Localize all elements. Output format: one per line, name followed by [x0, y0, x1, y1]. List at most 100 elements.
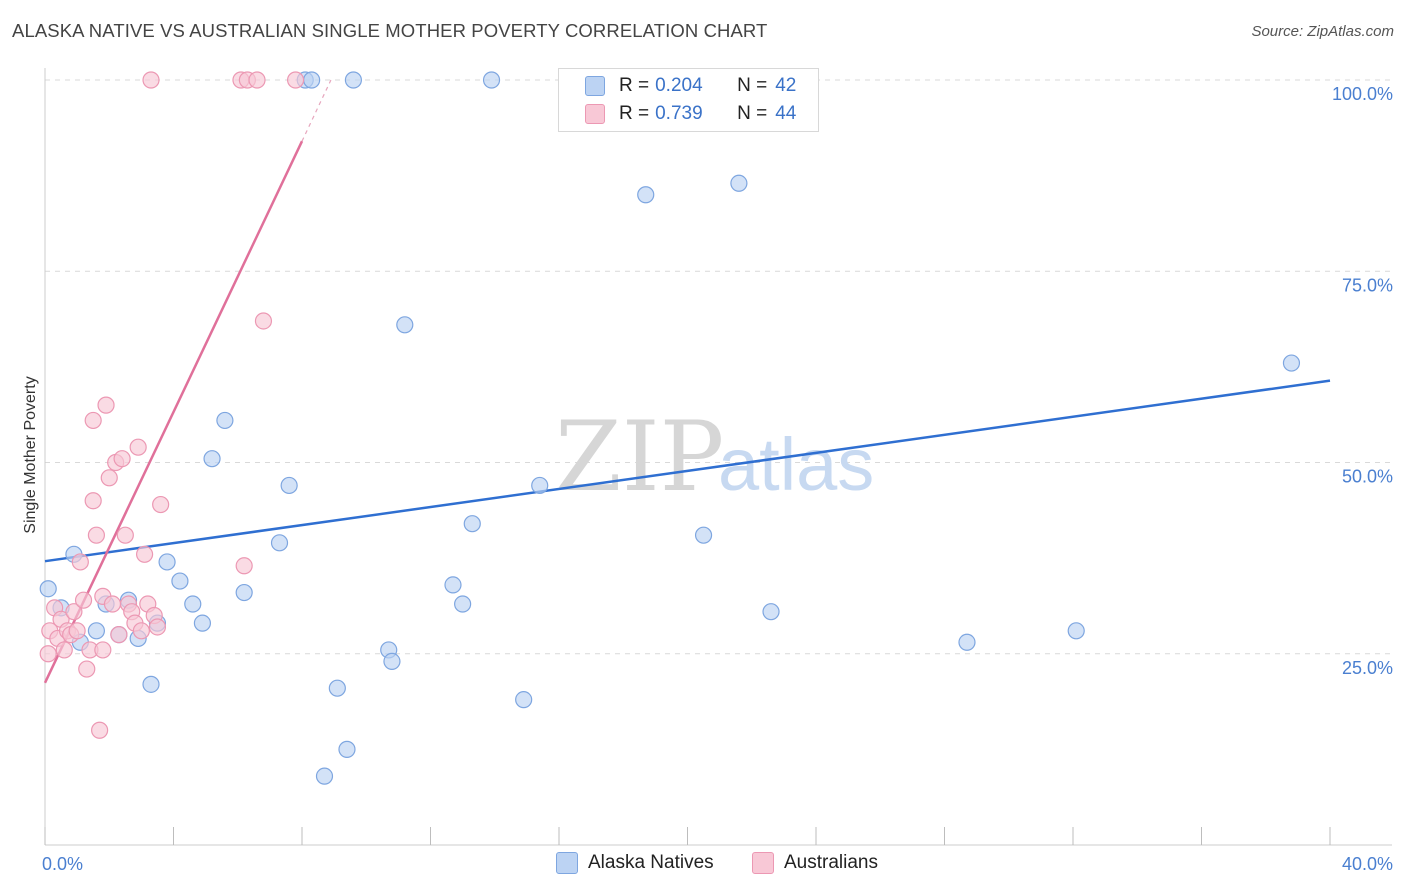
- alaska-native-point: [396, 316, 414, 334]
- alaska-native-point: [315, 767, 334, 785]
- legend-n-value: 42: [775, 75, 797, 96]
- australian-point: [129, 438, 147, 456]
- alaska-native-point: [184, 595, 202, 613]
- y-tick-label: 50.0%: [1342, 467, 1393, 487]
- australian-point: [152, 495, 170, 514]
- australian-trend-line: [43, 140, 304, 684]
- series-label: Australians: [784, 852, 878, 873]
- alaska-native-point: [216, 411, 234, 430]
- alaska-native-point: [482, 71, 501, 89]
- series-label: Alaska Natives: [588, 852, 714, 873]
- australian-point: [286, 71, 305, 89]
- alaska-native-point: [1067, 622, 1085, 640]
- alaska-native-point: [531, 476, 549, 495]
- watermark: ZIP atlas: [555, 401, 874, 513]
- alaska-native-point: [344, 71, 362, 89]
- australian-point: [87, 526, 106, 544]
- alaska-native-point: [158, 553, 176, 571]
- australian-point: [248, 71, 266, 89]
- series-legend-alaska-natives[interactable]: Alaska Natives: [556, 852, 714, 874]
- watermark-atlas: atlas: [718, 423, 874, 506]
- gridlines: [45, 79, 1392, 655]
- alaska-native-point: [270, 534, 289, 552]
- source-label: Source: ZipAtlas.com: [1251, 23, 1394, 40]
- australian-point: [135, 545, 154, 563]
- australian-point: [84, 411, 102, 430]
- axes: [44, 68, 1392, 846]
- alaska-native-point: [171, 572, 189, 590]
- legend-r-label: R =: [619, 75, 650, 96]
- legend-r-value: 0.739: [655, 103, 703, 124]
- alaska-native-point: [730, 174, 748, 192]
- x-tick-label-min: 0.0%: [42, 854, 83, 874]
- alaska-native-point: [338, 740, 356, 758]
- alaska-native-point: [454, 595, 472, 613]
- legend-n-label: N =: [737, 103, 768, 124]
- legend-r-label: R =: [619, 103, 650, 124]
- alaska-native-point: [39, 580, 57, 598]
- alaska-native-point: [1282, 354, 1301, 372]
- y-tick-label: 75.0%: [1342, 275, 1393, 295]
- legend-swatch-pink: [585, 104, 605, 124]
- legend-n-label: N =: [737, 75, 768, 96]
- australian-point: [103, 595, 122, 613]
- y-axis-label: Single Mother Poverty: [22, 376, 39, 533]
- series-swatch-blue: [556, 852, 578, 874]
- alaska-native-point: [762, 603, 780, 621]
- alaska-native-point: [142, 675, 160, 693]
- series-legend-australians[interactable]: Australians: [752, 852, 878, 874]
- alaska-native-trend-line: [44, 379, 1331, 563]
- trend-lines: [43, 79, 1331, 684]
- series-legend: Alaska Natives Australians: [0, 852, 1406, 876]
- alaska-native-point: [328, 679, 346, 697]
- alaska-native-point: [463, 515, 481, 533]
- alaska-native-point: [958, 633, 976, 651]
- australian-point: [91, 721, 109, 739]
- australian-point: [39, 645, 57, 663]
- x-tick-label-max: 40.0%: [1342, 854, 1393, 874]
- alaska-native-point: [383, 652, 401, 671]
- y-tick-label: 25.0%: [1342, 658, 1393, 678]
- australian-point: [71, 553, 89, 571]
- australian-point: [142, 71, 160, 89]
- alaska-native-point: [444, 576, 462, 594]
- australian-point: [100, 469, 118, 487]
- axis-labels: 25.0% 50.0% 75.0% 100.0% 0.0% 40.0% Single Mot…: [22, 84, 1393, 874]
- legend-swatch-blue: [585, 76, 605, 96]
- australian-point: [65, 603, 83, 621]
- legend-row-alaska-natives: R = 0.204 N = 42: [585, 74, 796, 98]
- alaska-native-point: [203, 450, 221, 468]
- alaska-native-point: [280, 476, 298, 495]
- legend-row-australians: R = 0.739 N = 44: [585, 102, 796, 126]
- australian-point: [74, 591, 93, 609]
- alaska-native-point: [637, 186, 655, 204]
- australian-point: [148, 618, 167, 636]
- australian-point: [116, 526, 134, 544]
- alaska-native-point: [87, 622, 106, 640]
- australian-point: [110, 626, 128, 644]
- australian-point: [94, 641, 112, 659]
- y-tick-label: 100.0%: [1332, 84, 1393, 104]
- australian-point: [84, 492, 102, 510]
- legend-n-value: 44: [775, 103, 797, 124]
- australian-point: [254, 312, 273, 330]
- australian-point: [55, 641, 73, 659]
- alaska-native-point: [235, 583, 253, 602]
- chart-title: ALASKA NATIVE VS AUSTRALIAN SINGLE MOTHE…: [12, 20, 768, 41]
- australian-point: [68, 622, 86, 640]
- alaska-native-point: [515, 691, 533, 709]
- series-swatch-pink: [752, 852, 774, 874]
- australian-point: [97, 396, 115, 414]
- data-points: [39, 71, 1301, 785]
- correlation-legend: R = 0.204 N = 42 R = 0.739 N = 44: [558, 68, 819, 132]
- legend-r-value: 0.204: [655, 75, 703, 96]
- australian-point: [113, 450, 131, 468]
- alaska-native-point: [193, 614, 212, 632]
- australian-trend-extension: [301, 79, 332, 142]
- alaska-native-point: [694, 526, 713, 544]
- watermark-zip: ZIP: [555, 401, 724, 513]
- australian-point: [132, 622, 150, 640]
- australian-point: [78, 660, 96, 678]
- alaska-native-point: [303, 71, 321, 89]
